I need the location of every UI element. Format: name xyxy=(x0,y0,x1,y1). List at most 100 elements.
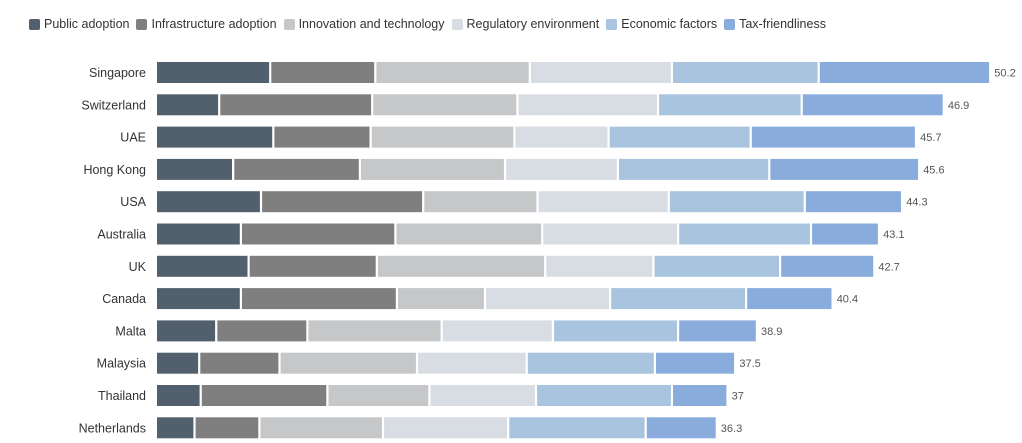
bar-segment xyxy=(515,126,608,148)
bar-segment xyxy=(157,385,200,406)
category-label: Australia xyxy=(97,228,146,242)
bar-segment xyxy=(373,94,517,116)
legend-item: Infrastructure adoption xyxy=(136,17,277,31)
legend-label: Infrastructure adoption xyxy=(151,17,277,31)
bar-segment xyxy=(280,352,416,374)
bar-segment xyxy=(157,288,240,310)
bar-segment xyxy=(781,255,874,277)
bar-segment xyxy=(242,288,396,310)
bar-segment xyxy=(308,320,441,342)
bar-segment xyxy=(328,385,429,406)
bar-segment xyxy=(802,94,943,116)
bar-segment xyxy=(679,320,756,342)
bar-segment xyxy=(201,385,327,406)
bar-segment xyxy=(274,126,370,148)
bar-segment xyxy=(805,191,901,213)
bar-segment xyxy=(673,385,727,406)
bar-segment xyxy=(157,352,199,374)
bar-segment xyxy=(430,385,535,406)
bar-segment xyxy=(656,352,735,374)
category-label: USA xyxy=(120,195,146,209)
bar-segment xyxy=(377,255,545,277)
bar-segment xyxy=(819,62,990,83)
category-label: Hong Kong xyxy=(83,163,146,177)
bar-segment xyxy=(396,223,542,245)
total-label: 45.6 xyxy=(923,164,944,176)
bar-segment xyxy=(679,223,810,245)
total-label: 37.5 xyxy=(739,358,760,370)
total-label: 50.2 xyxy=(994,68,1015,80)
bar-segment xyxy=(609,126,750,148)
bar-segment xyxy=(157,255,248,277)
total-label: 38.9 xyxy=(761,326,782,338)
bar-segment xyxy=(200,352,279,374)
bar-segment xyxy=(157,320,216,342)
category-label: Switzerland xyxy=(81,98,146,112)
bar-segment xyxy=(506,158,617,180)
category-label: Thailand xyxy=(98,389,146,403)
bar-segment xyxy=(217,320,307,342)
bar-segment xyxy=(770,158,919,180)
bar-segment xyxy=(442,320,552,342)
bar-segment xyxy=(262,191,423,213)
legend-item: Tax-friendliness xyxy=(724,17,826,31)
bar-segment xyxy=(611,288,745,310)
bar-segment xyxy=(234,158,359,180)
legend-label: Regulatory environment xyxy=(466,17,600,31)
legend-swatch xyxy=(724,18,736,30)
chart-legend: Public adoption Infrastructure adoption In… xyxy=(29,17,833,31)
legend-item: Public adoption xyxy=(29,17,129,31)
total-label: 36.3 xyxy=(721,423,742,435)
legend-item: Economic factors xyxy=(606,17,717,31)
total-label: 43.1 xyxy=(883,229,904,241)
bar-segment xyxy=(157,223,240,245)
legend-swatch xyxy=(606,18,618,30)
total-label: 44.3 xyxy=(906,197,927,209)
bar-segment xyxy=(669,191,804,213)
category-label: UK xyxy=(129,260,147,274)
bar-segment xyxy=(646,417,716,439)
bar-segment xyxy=(157,94,219,116)
category-label: Singapore xyxy=(89,66,146,80)
legend-swatch xyxy=(29,18,40,30)
category-label: Canada xyxy=(102,292,146,306)
bar-segment xyxy=(249,255,376,277)
legend-swatch xyxy=(283,18,295,30)
total-label: 46.9 xyxy=(948,100,969,112)
category-label: UAE xyxy=(120,131,146,145)
total-label: 42.7 xyxy=(878,261,899,273)
bar-segment xyxy=(554,320,677,342)
bar-segment xyxy=(157,62,270,83)
legend-label: Tax-friendliness xyxy=(739,17,826,31)
bar-segment xyxy=(157,417,194,439)
bar-segment xyxy=(537,385,671,406)
legend-label: Innovation and technology xyxy=(298,17,445,31)
legend-swatch xyxy=(451,18,463,30)
bar-segment xyxy=(424,191,537,213)
bar-segment xyxy=(157,158,232,180)
bar-segment xyxy=(659,94,801,116)
bar-segment xyxy=(271,62,375,83)
legend-swatch xyxy=(136,18,148,30)
bar-segment xyxy=(157,191,260,213)
bar-segment xyxy=(398,288,484,310)
bar-segment xyxy=(543,223,678,245)
legend-item: Regulatory environment xyxy=(451,17,600,31)
category-label: Netherlands xyxy=(79,421,146,435)
legend-label: Public adoption xyxy=(44,17,130,31)
total-label: 45.7 xyxy=(920,132,941,144)
bar-segment xyxy=(384,417,507,439)
total-label: 37 xyxy=(732,391,744,403)
bar-segment xyxy=(654,255,779,277)
bar-segment xyxy=(371,126,514,148)
legend-item: Innovation and technology xyxy=(283,17,445,31)
bar-segment xyxy=(527,352,654,374)
bar-segment xyxy=(518,94,657,116)
bar-segment xyxy=(751,126,915,148)
bar-segment xyxy=(157,126,273,148)
bar-segment xyxy=(418,352,526,374)
bar-segment xyxy=(486,288,609,310)
bar-segment xyxy=(812,223,878,245)
bar-segment xyxy=(360,158,504,180)
